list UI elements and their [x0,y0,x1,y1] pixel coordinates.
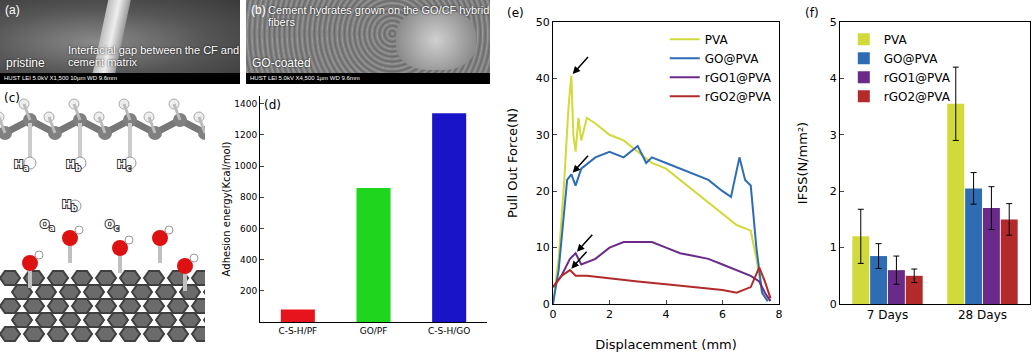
svg-text:GO@PVA: GO@PVA [884,52,938,66]
svg-text:28 Days: 28 Days [958,308,1007,322]
svg-text:PVA: PVA [884,33,908,47]
svg-text:Adhesion energy(Kcal/mol): Adhesion energy(Kcal/mol) [221,142,232,277]
svg-text:Hb: Hb [66,158,81,173]
svg-text:6: 6 [719,308,726,321]
svg-text:Oa: Oa [40,218,55,233]
svg-text:rGO2@PVA: rGO2@PVA [705,90,772,104]
svg-text:rGO2@PVA: rGO2@PVA [884,90,951,104]
svg-text:5: 5 [830,16,837,29]
svg-text:rGO1@PVA: rGO1@PVA [884,71,951,85]
svg-text:GO@PVA: GO@PVA [705,52,759,66]
svg-text:Displacemment (mm): Displacemment (mm) [595,337,737,352]
svg-text:Pull Out Force(N): Pull Out Force(N) [505,108,520,218]
svg-text:200: 200 [240,286,257,296]
svg-text:Ha: Ha [14,158,29,173]
svg-text:(e): (e) [507,6,524,20]
svg-text:IFSS(N/mm²): IFSS(N/mm²) [795,122,810,204]
svg-text:4: 4 [663,308,670,321]
svg-text:0: 0 [550,308,557,321]
svg-text:0: 0 [543,298,550,311]
svg-text:8: 8 [776,308,783,321]
svg-text:GO/PF: GO/PF [360,326,388,336]
html-text:GO-coated: GO-coated [252,56,311,70]
svg-text:1400: 1400 [234,99,257,109]
svg-text:4: 4 [830,72,837,85]
html-text:pristine: pristine [6,56,45,70]
svg-text:40: 40 [536,72,550,85]
svg-text:Oc: Oc [105,218,119,233]
svg-text:0: 0 [830,298,837,311]
svg-text:(d): (d) [264,98,281,112]
html-text:Interfacial gap between the CF: Interfacial gap between the CF and cemen… [68,44,240,68]
svg-text:Hb: Hb [62,198,77,213]
svg-text:1: 1 [830,241,837,254]
svg-text:1000: 1000 [234,161,257,171]
svg-text:600: 600 [240,224,257,234]
svg-text:400: 400 [240,255,257,265]
svg-text:PVA: PVA [705,33,729,47]
html-text:(a): (a) [5,3,20,17]
svg-text:2: 2 [606,308,613,321]
svg-text:2: 2 [830,185,837,198]
svg-text:3: 3 [830,129,837,142]
html-text:(b) Cement hydrates grown on t: (b) Cement hydrates grown on the GO/CF h… [251,3,490,28]
svg-text:1200: 1200 [234,130,257,140]
svg-text:C-S-H/GO: C-S-H/GO [428,326,470,336]
svg-text:10: 10 [536,241,550,254]
svg-text:20: 20 [536,185,550,198]
svg-text:30: 30 [536,129,550,142]
svg-text:C-S-H/PF: C-S-H/PF [278,326,317,336]
svg-text:7 Days: 7 Days [867,308,908,322]
svg-text:(f): (f) [805,6,819,20]
svg-text:800: 800 [240,192,257,202]
html-text:HUST LEI 5.0kV X4,500 1µm WD 9: HUST LEI 5.0kV X4,500 1µm WD 9.6mm [250,75,360,81]
svg-text:Hc: Hc [117,158,131,173]
html-text:HUST LEI 5.0kV X1,500 10µm WD: HUST LEI 5.0kV X1,500 10µm WD 9.6mm [4,75,118,81]
svg-text:(c): (c) [4,91,20,105]
svg-text:50: 50 [536,16,550,29]
svg-text:rGO1@PVA: rGO1@PVA [705,71,772,85]
